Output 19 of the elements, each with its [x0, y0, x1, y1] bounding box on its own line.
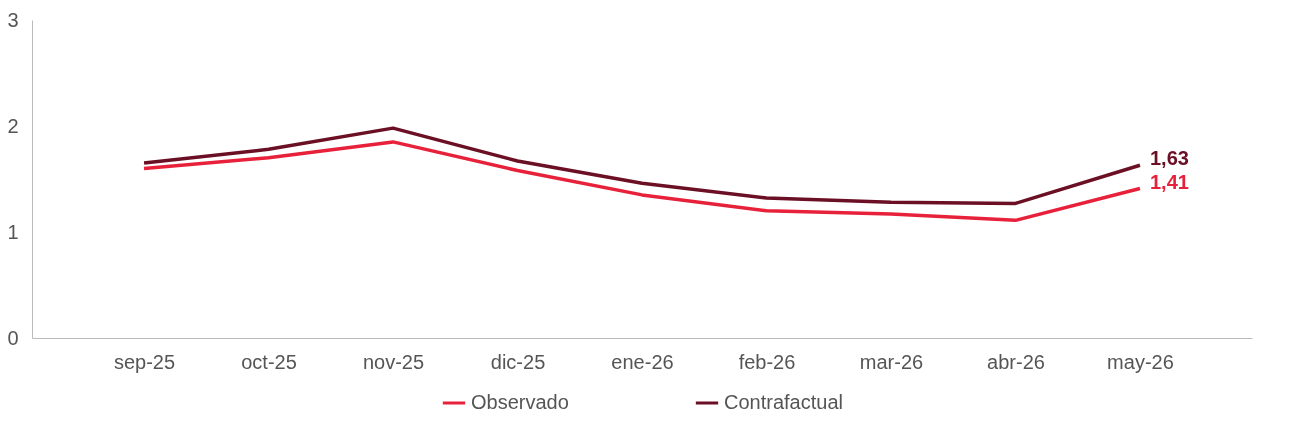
- x-tick-label: ene-26: [611, 350, 674, 373]
- data-label: 1,41: [1149, 170, 1189, 193]
- legend-label: Observado: [471, 391, 569, 413]
- y-tick-label: 1: [7, 220, 19, 243]
- y-tick-label: 2: [7, 114, 19, 137]
- y-tick-label: 3: [7, 8, 19, 31]
- y-tick-label: 0: [7, 326, 19, 349]
- x-tick-label: may-26: [1107, 350, 1174, 373]
- x-tick-label: mar-26: [859, 350, 924, 373]
- legend-label: Contrafactual: [724, 391, 843, 413]
- x-tick-label: dic-25: [490, 350, 546, 373]
- line-series: [142, 126, 1142, 206]
- x-tick-label: abr-26: [987, 350, 1045, 373]
- data-label: 1,63: [1149, 147, 1189, 170]
- x-tick-label: sep-25: [113, 350, 176, 373]
- line-series: [142, 140, 1142, 223]
- x-tick-label: feb-26: [738, 350, 796, 373]
- x-tick-label: nov-25: [362, 350, 425, 373]
- x-tick-label: oct-25: [241, 350, 297, 373]
